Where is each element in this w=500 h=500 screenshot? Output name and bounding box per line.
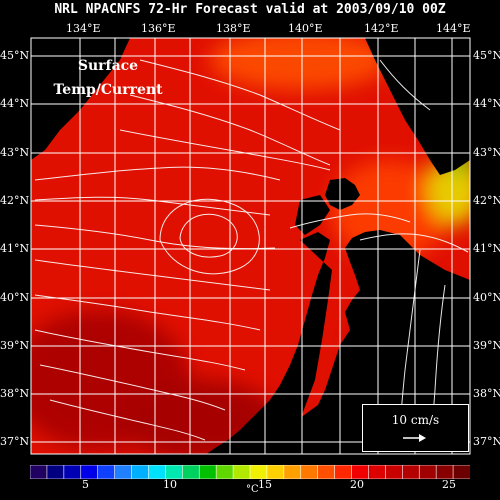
colorbar-swatch bbox=[249, 465, 268, 479]
lon-label-144: 144°E bbox=[436, 22, 471, 35]
colorbar-swatch bbox=[334, 465, 353, 479]
temperature-colorbar bbox=[30, 465, 470, 479]
lat-label-left-40: 40°N bbox=[0, 291, 30, 304]
lat-label-left-44: 44°N bbox=[0, 97, 30, 110]
colorbar-swatch bbox=[266, 465, 285, 479]
map-frame bbox=[30, 37, 471, 455]
streamline-4 bbox=[34, 259, 271, 291]
streamline-6 bbox=[34, 329, 246, 371]
cool-patch-north bbox=[210, 38, 390, 90]
streamline-8 bbox=[49, 399, 206, 441]
colorbar-swatch bbox=[182, 465, 201, 479]
lon-label-140: 140°E bbox=[288, 22, 323, 35]
current-scale-box: 10 cm/s bbox=[362, 404, 469, 452]
lon-label-138: 138°E bbox=[216, 22, 251, 35]
colorbar-swatch bbox=[165, 465, 184, 479]
map-title: NRL NPACNFS 72-Hr Forecast valid at 2003… bbox=[54, 2, 446, 17]
lat-label-right-44: 44°N bbox=[473, 97, 500, 110]
colorbar-swatch bbox=[97, 465, 116, 479]
colorbar-swatch bbox=[131, 465, 150, 479]
colorbar-tick-5: 5 bbox=[82, 478, 89, 491]
lat-label-right-37: 37°N bbox=[473, 435, 500, 448]
lat-label-left-39: 39°N bbox=[0, 339, 30, 352]
arrow-right-icon bbox=[403, 434, 426, 442]
colorbar-swatch bbox=[80, 465, 99, 479]
eddy-ring-inner bbox=[179, 213, 238, 258]
lat-label-left-38: 38°N bbox=[0, 387, 30, 400]
colorbar-swatch bbox=[452, 465, 470, 479]
colorbar-swatch bbox=[232, 465, 251, 479]
streamline-north-2 bbox=[129, 94, 331, 166]
colorbar-swatch bbox=[300, 465, 319, 479]
streamline-5 bbox=[34, 294, 261, 331]
streamline-north-1 bbox=[139, 59, 341, 131]
colorbar-tick-15: 15 bbox=[258, 478, 272, 491]
land-hokkaido bbox=[365, 38, 470, 175]
current-scale-label: 10 cm/s bbox=[391, 413, 440, 427]
colorbar-tick-10: 10 bbox=[163, 478, 177, 491]
legend-line-temp-current: Temp/Current bbox=[53, 82, 163, 98]
colorbar-swatch bbox=[435, 465, 454, 479]
map-legend: Surface Temp/Current bbox=[44, 54, 172, 102]
land-west-coast bbox=[206, 232, 332, 454]
lat-label-left-41: 41°N bbox=[0, 242, 30, 255]
colorbar-swatch bbox=[63, 465, 82, 479]
lat-label-right-41: 41°N bbox=[473, 242, 500, 255]
lon-label-136: 136°E bbox=[141, 22, 176, 35]
colorbar-swatch bbox=[114, 465, 133, 479]
lat-label-left-42: 42°N bbox=[0, 194, 30, 207]
lat-label-right-43: 43°N bbox=[473, 146, 500, 159]
colorbar-swatch bbox=[198, 465, 217, 479]
colorbar-swatch bbox=[215, 465, 234, 479]
colorbar-swatch bbox=[368, 465, 387, 479]
land-tsugaru-coast bbox=[325, 178, 360, 210]
lat-label-right-38: 38°N bbox=[473, 387, 500, 400]
lat-label-right-39: 39°N bbox=[473, 339, 500, 352]
lat-label-right-42: 42°N bbox=[473, 194, 500, 207]
lat-label-left-43: 43°N bbox=[0, 146, 30, 159]
land-east-coast-strip bbox=[295, 195, 330, 235]
colorbar-swatch bbox=[283, 465, 302, 479]
colorbar-swatch bbox=[418, 465, 437, 479]
eddy-ring-outer bbox=[159, 198, 260, 275]
colorbar-swatch bbox=[46, 465, 65, 479]
streamline-north-3 bbox=[119, 129, 331, 171]
legend-line-surface: Surface bbox=[77, 58, 139, 74]
colorbar-swatch bbox=[351, 465, 370, 479]
colorbar-tick-25: 25 bbox=[442, 478, 456, 491]
lat-label-right-40: 40°N bbox=[473, 291, 500, 304]
colorbar-swatch bbox=[385, 465, 404, 479]
colorbar-swatch bbox=[402, 465, 421, 479]
streamline-2 bbox=[34, 196, 271, 216]
colorbar-swatch bbox=[148, 465, 167, 479]
colorbar-swatch bbox=[30, 465, 48, 479]
lat-label-left-37: 37°N bbox=[0, 435, 30, 448]
streamline-7 bbox=[39, 364, 226, 411]
colorbar-tick-20: 20 bbox=[350, 478, 364, 491]
streamline-1 bbox=[34, 166, 281, 181]
lon-label-134: 134°E bbox=[66, 22, 101, 35]
colorbar-unit: °C bbox=[246, 484, 259, 495]
lat-label-left-45: 45°N bbox=[0, 49, 30, 62]
streamline-east-1 bbox=[379, 59, 431, 111]
lon-label-142: 142°E bbox=[364, 22, 399, 35]
streamline-strait bbox=[289, 213, 411, 229]
lat-label-right-45: 45°N bbox=[473, 49, 500, 62]
land-honshu bbox=[230, 230, 470, 454]
colorbar-swatch bbox=[317, 465, 336, 479]
land-masses bbox=[31, 38, 470, 454]
